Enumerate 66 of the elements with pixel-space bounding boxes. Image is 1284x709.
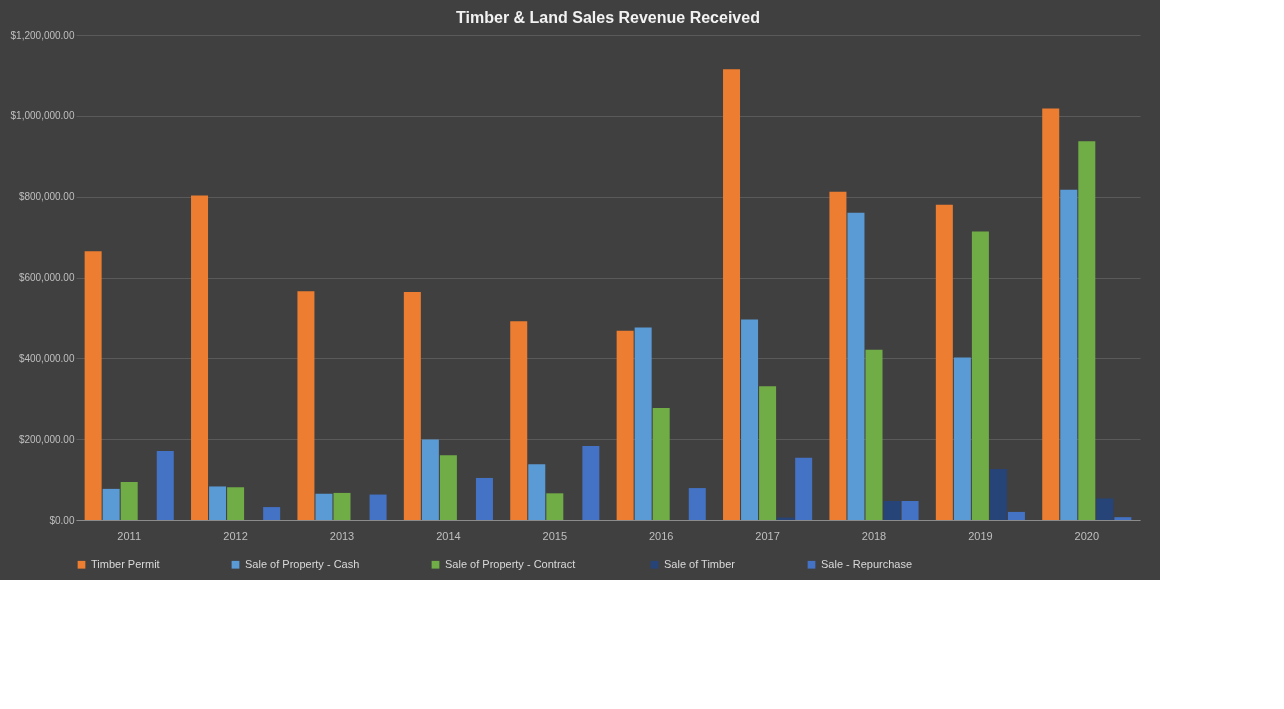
bar bbox=[1096, 498, 1114, 520]
y-tick-label: $600,000.00 bbox=[18, 272, 75, 283]
bar bbox=[652, 408, 670, 520]
bar bbox=[688, 488, 706, 520]
bar bbox=[333, 492, 351, 520]
x-tick-label: 2015 bbox=[542, 529, 568, 542]
x-tick-label: 2013 bbox=[329, 529, 355, 542]
y-tick-label: $1,200,000.00 bbox=[10, 29, 75, 41]
x-tick-label: 2019 bbox=[968, 529, 993, 542]
bar bbox=[829, 191, 847, 520]
legend-label: Timber Permit bbox=[91, 557, 160, 570]
bar bbox=[883, 501, 901, 520]
bar bbox=[510, 321, 528, 520]
bar bbox=[369, 494, 387, 520]
bar bbox=[102, 488, 120, 520]
bar bbox=[1042, 108, 1060, 520]
bar bbox=[847, 212, 865, 520]
bar bbox=[156, 450, 174, 520]
bar bbox=[227, 487, 245, 520]
x-tick-label: 2016 bbox=[648, 529, 674, 542]
bar bbox=[191, 195, 209, 520]
y-tick-label: $0.00 bbox=[49, 514, 75, 526]
x-tick-label: 2011 bbox=[117, 529, 142, 542]
bar bbox=[315, 493, 333, 520]
bar bbox=[1007, 511, 1025, 520]
x-tick-label: 2014 bbox=[436, 529, 461, 542]
bar bbox=[1060, 189, 1078, 520]
bar bbox=[723, 69, 741, 520]
y-tick-label: $200,000.00 bbox=[18, 433, 75, 445]
y-tick-label: $1,000,000.00 bbox=[10, 110, 75, 122]
bar bbox=[403, 292, 421, 520]
bar bbox=[935, 204, 953, 520]
bar bbox=[209, 486, 227, 520]
bar bbox=[528, 464, 546, 520]
legend-label: Sale of Property - Contract bbox=[445, 557, 576, 570]
bar bbox=[546, 493, 564, 520]
bar bbox=[263, 507, 281, 520]
bar bbox=[120, 482, 138, 520]
bar bbox=[1114, 517, 1132, 520]
bar bbox=[1078, 141, 1096, 520]
chart-title: Timber & Land Sales Revenue Received bbox=[456, 9, 760, 26]
bar bbox=[634, 327, 652, 520]
x-tick-label: 2020 bbox=[1074, 529, 1100, 542]
bar bbox=[971, 231, 989, 520]
bar bbox=[901, 501, 919, 520]
bar bbox=[297, 291, 315, 520]
bar bbox=[439, 455, 457, 520]
x-tick-label: 2018 bbox=[861, 529, 887, 542]
bar bbox=[475, 477, 493, 520]
x-tick-label: 2017 bbox=[755, 529, 780, 542]
bar bbox=[616, 330, 634, 520]
legend-label: Sale - Repurchase bbox=[821, 557, 913, 570]
x-tick-label: 2012 bbox=[223, 529, 248, 542]
bar bbox=[582, 446, 600, 520]
y-tick-label: $400,000.00 bbox=[18, 352, 75, 364]
bar bbox=[741, 319, 759, 520]
legend-label: Sale of Property - Cash bbox=[245, 557, 360, 570]
bar bbox=[865, 349, 883, 520]
bar bbox=[953, 357, 971, 520]
bar bbox=[795, 457, 813, 520]
bar bbox=[989, 469, 1007, 520]
legend-label: Sale of Timber bbox=[664, 557, 736, 570]
bar bbox=[421, 439, 439, 520]
bar bbox=[84, 251, 102, 520]
y-tick-label: $800,000.00 bbox=[18, 191, 75, 203]
bar bbox=[759, 386, 777, 520]
